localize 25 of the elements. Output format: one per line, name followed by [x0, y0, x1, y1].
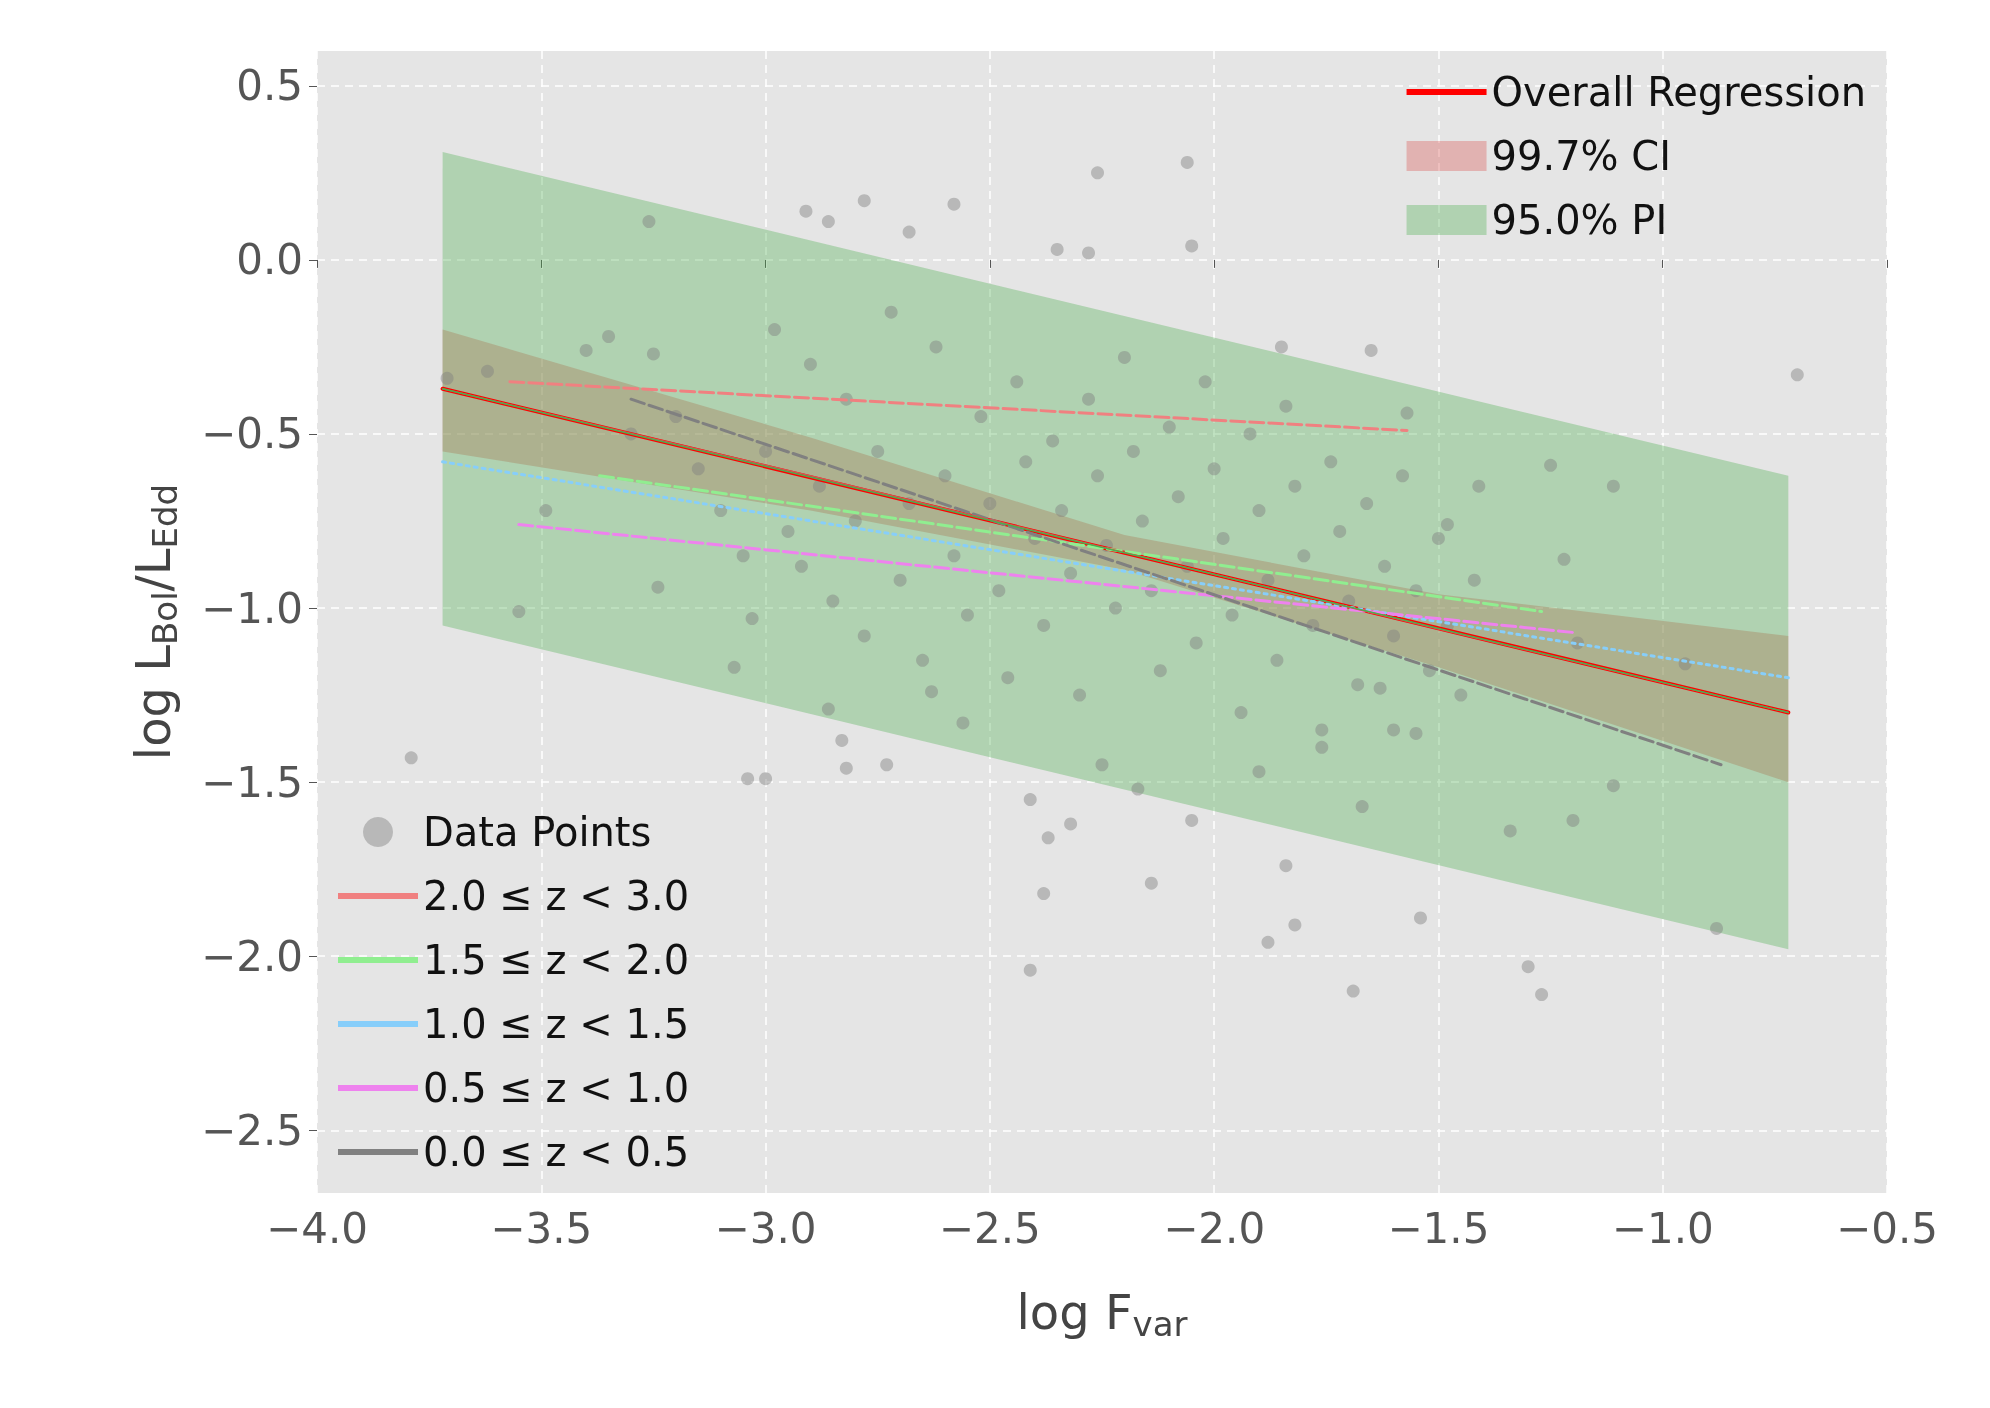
x-tick-label: −1.0	[1611, 1203, 1714, 1253]
y-tick-label: −2.0	[201, 931, 303, 981]
legend-label: Overall Regression	[1491, 69, 1866, 115]
y-tick-label: 0.0	[236, 235, 303, 285]
y-tick-label: −1.5	[201, 757, 303, 807]
legend-label: 95.0% PI	[1491, 197, 1668, 243]
legend-label: 99.7% CI	[1491, 133, 1672, 179]
legend-label: 0.0 ≤ z < 0.5	[423, 1129, 690, 1175]
y-tick-label: −0.5	[201, 409, 303, 459]
y-tick-label: −2.5	[201, 1105, 303, 1155]
x-tick-label: −3.5	[490, 1203, 593, 1253]
y-tick-label: 0.5	[236, 61, 303, 111]
y-tick-label: −1.0	[201, 583, 303, 633]
x-tick-label: −3.0	[714, 1203, 817, 1253]
x-tick-label: −0.5	[1836, 1203, 1938, 1253]
legend-label: Data Points	[423, 809, 652, 855]
legend-label: 2.0 ≤ z < 3.0	[423, 873, 690, 919]
legend-label: 1.5 ≤ z < 2.0	[423, 937, 690, 983]
x-tick-label: −1.5	[1387, 1203, 1490, 1253]
x-tick-label: −4.0	[266, 1203, 368, 1253]
x-tick-label: −2.5	[938, 1203, 1041, 1253]
y-axis-title: log LBol/LEdd	[125, 483, 185, 761]
x-tick-label: −2.0	[1163, 1203, 1266, 1253]
legend-label: 0.5 ≤ z < 1.0	[423, 1065, 690, 1111]
legend-label: 1.0 ≤ z < 1.5	[423, 1001, 690, 1047]
